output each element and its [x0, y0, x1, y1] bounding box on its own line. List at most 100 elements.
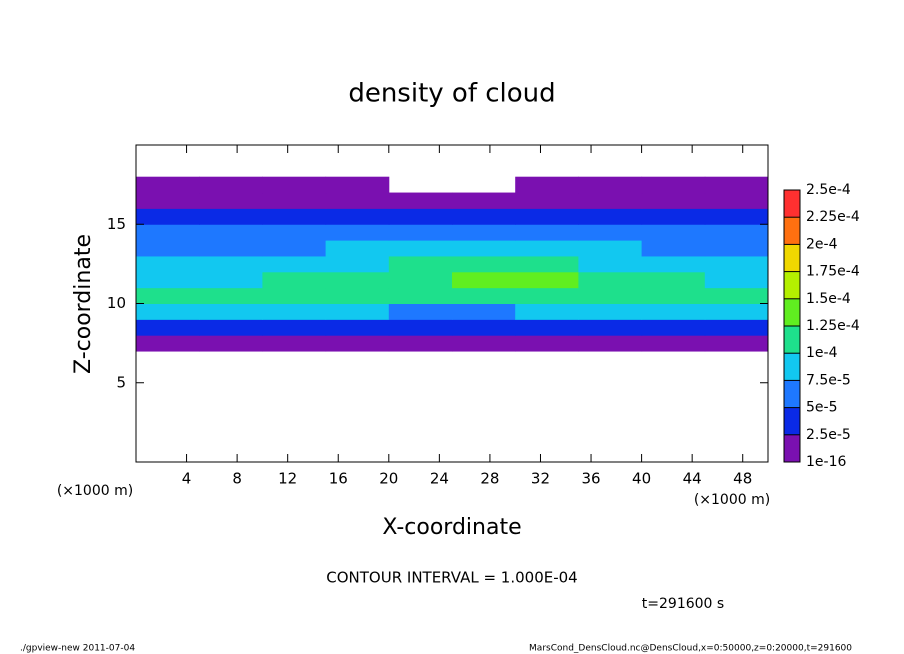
x-tick-label: 48	[733, 470, 752, 488]
chart-title: density of cloud	[348, 79, 555, 109]
x-tick-label: 16	[329, 470, 348, 488]
colorbar-band	[784, 380, 800, 408]
colorbar-label: 5e-5	[806, 400, 837, 416]
x-tick-label: 40	[632, 470, 651, 488]
heat-cell	[704, 271, 769, 289]
heat-cell	[199, 176, 263, 194]
heat-cell	[704, 335, 769, 352]
heat-cell	[578, 335, 643, 352]
x-tick-label: 4	[182, 470, 192, 488]
heat-cell	[641, 287, 706, 304]
heat-cell	[325, 319, 390, 336]
heat-cell	[325, 287, 390, 304]
heat-cell	[388, 224, 453, 241]
heat-cell	[388, 287, 453, 304]
heat-cell	[325, 192, 390, 209]
contour-note: CONTOUR INTERVAL = 1.000E-04	[326, 569, 577, 587]
colorbar-label: 1.75e-4	[806, 264, 860, 280]
time-note: t=291600 s	[642, 596, 724, 612]
y-tick-label: 15	[107, 215, 126, 233]
heat-cell	[578, 255, 643, 273]
heat-cell	[388, 303, 453, 320]
heat-cell	[262, 176, 327, 194]
heat-cell	[199, 287, 263, 304]
heat-cell	[578, 303, 643, 320]
heat-cell	[578, 176, 643, 194]
y-axis-label: Z-coordinate	[71, 234, 96, 374]
heat-cell	[199, 335, 263, 352]
heat-cell	[136, 335, 200, 352]
heatmap	[136, 176, 769, 352]
heat-cell	[262, 319, 327, 336]
heat-cell	[262, 335, 327, 352]
colorbar-band	[784, 407, 800, 435]
heat-cell	[641, 224, 706, 241]
heat-cell	[136, 319, 200, 336]
heat-cell	[515, 287, 579, 304]
heat-cell	[704, 255, 769, 273]
x-tick-label: 44	[683, 470, 702, 488]
colorbar-label: 2e-4	[806, 236, 838, 252]
heat-cell	[641, 176, 706, 194]
heat-cell	[262, 271, 327, 289]
heat-cell	[452, 208, 516, 225]
x-tick-label: 28	[480, 470, 499, 488]
heat-cell	[515, 224, 579, 241]
heat-cell	[452, 335, 516, 352]
colorbar-band	[784, 244, 800, 272]
heat-cell	[578, 240, 643, 257]
heat-cell	[136, 208, 200, 225]
heat-cell	[452, 255, 516, 273]
heat-cell	[325, 303, 390, 320]
x-tick-label: 36	[581, 470, 600, 488]
colorbar-label: 2.25e-4	[806, 209, 860, 225]
heat-cell	[452, 240, 516, 257]
colorbar-label: 7.5e-5	[806, 372, 851, 388]
heat-cell	[388, 319, 453, 336]
colorbar-band	[784, 217, 800, 245]
heat-cell	[515, 240, 579, 257]
heat-cell	[325, 208, 390, 225]
heat-cell	[262, 240, 327, 257]
heat-cell	[704, 287, 769, 304]
heat-cell	[199, 271, 263, 289]
heat-cell	[452, 319, 516, 336]
heat-cell	[515, 271, 579, 289]
heat-cell	[578, 208, 643, 225]
x-tick-label: 32	[531, 470, 550, 488]
heat-cell	[515, 176, 579, 194]
heat-cell	[578, 271, 643, 289]
heat-cell	[136, 271, 200, 289]
x-unit-label: (×1000 m)	[57, 483, 133, 499]
heat-cell	[325, 255, 390, 273]
heat-cell	[641, 240, 706, 257]
heat-cell	[641, 319, 706, 336]
heat-cell	[515, 255, 579, 273]
heat-cell	[262, 287, 327, 304]
colorbar-band	[784, 298, 800, 326]
colorbar-label: 1.5e-4	[806, 291, 851, 307]
heat-cell	[452, 192, 516, 209]
x-tick-label: 12	[278, 470, 297, 488]
heat-cell	[641, 208, 706, 225]
heat-cell	[704, 208, 769, 225]
heat-cell	[136, 176, 200, 194]
heat-cell	[325, 240, 390, 257]
heat-cell	[199, 319, 263, 336]
colorbar-band	[784, 190, 800, 218]
colorbar-label: 2.5e-4	[806, 182, 851, 198]
heat-cell	[388, 192, 453, 209]
heat-cell	[325, 271, 390, 289]
colorbar-label: 1e-4	[806, 345, 838, 361]
heat-cell	[136, 287, 200, 304]
x-tick-label: 20	[379, 470, 398, 488]
heat-cell	[199, 224, 263, 241]
heat-cell	[452, 224, 516, 241]
x-unit-label: (×1000 m)	[694, 492, 770, 508]
heat-cell	[704, 240, 769, 257]
heat-cell	[388, 335, 453, 352]
footer-right: MarsCond_DensCloud.nc@DensCloud,x=0:5000…	[529, 644, 852, 654]
heat-cell	[136, 303, 200, 320]
heat-cell	[641, 255, 706, 273]
